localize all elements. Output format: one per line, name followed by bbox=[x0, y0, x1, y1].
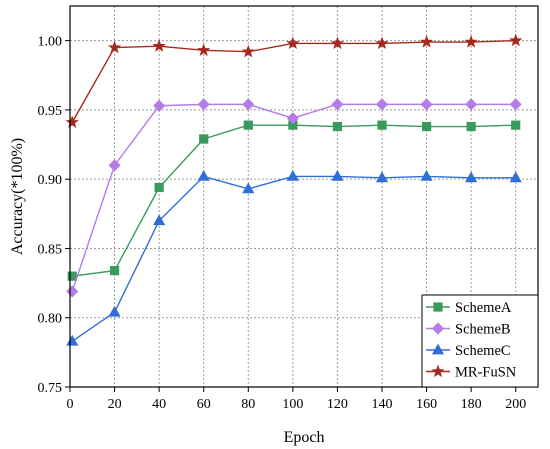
x-tick-label: 180 bbox=[461, 397, 482, 412]
x-tick-label: 120 bbox=[327, 397, 348, 412]
x-tick-label: 200 bbox=[505, 397, 526, 412]
y-tick-label: 0.85 bbox=[38, 242, 63, 257]
data-point bbox=[420, 169, 433, 181]
legend-label: MR-FuSN bbox=[455, 365, 517, 381]
series-layer bbox=[65, 33, 523, 346]
y-tick-label: 0.90 bbox=[38, 173, 63, 188]
axes: 0 20 40 60 80 100 120 140 160 180 200 0.75 0.80 0.85 0… bbox=[38, 35, 527, 412]
data-point bbox=[509, 98, 522, 111]
data-point bbox=[154, 182, 164, 193]
data-point bbox=[330, 36, 345, 50]
data-point bbox=[332, 121, 343, 132]
data-point bbox=[420, 98, 433, 111]
plot-frame bbox=[69, 5, 539, 388]
data-point bbox=[465, 171, 478, 183]
data-point bbox=[377, 120, 387, 130]
y-tick-label: 1.00 bbox=[38, 35, 63, 50]
data-point bbox=[152, 39, 166, 52]
data-point bbox=[331, 169, 344, 181]
data-point bbox=[242, 182, 255, 194]
legend-marker bbox=[431, 364, 445, 378]
data-point bbox=[375, 98, 389, 111]
legend-label: SchemeC bbox=[455, 343, 511, 359]
data-point bbox=[67, 271, 77, 281]
series-mr-fusn bbox=[65, 33, 523, 129]
data-point bbox=[65, 115, 79, 129]
series-schemeb bbox=[66, 98, 522, 298]
data-point bbox=[197, 43, 211, 56]
legend-item-schemeb: SchemeB bbox=[426, 322, 511, 338]
series-schemec bbox=[66, 169, 522, 346]
data-point bbox=[375, 171, 389, 183]
x-tick-label: 40 bbox=[152, 397, 166, 412]
data-point bbox=[286, 36, 300, 50]
x-tick-label: 80 bbox=[241, 397, 255, 412]
legend-marker bbox=[433, 302, 443, 312]
data-point bbox=[375, 36, 389, 50]
data-point bbox=[286, 112, 299, 125]
data-point bbox=[509, 33, 523, 47]
legend-item-schemec: SchemeC bbox=[426, 343, 511, 359]
legend-label: SchemeB bbox=[455, 322, 511, 338]
data-point bbox=[107, 40, 122, 54]
x-tick-label: 160 bbox=[416, 397, 437, 412]
data-point bbox=[153, 99, 166, 112]
data-point bbox=[421, 121, 432, 132]
series-schemea bbox=[67, 120, 521, 281]
y-tick-label: 0.80 bbox=[38, 312, 63, 327]
data-point bbox=[241, 44, 255, 58]
legend-label: SchemeA bbox=[455, 300, 512, 316]
data-point bbox=[243, 120, 253, 130]
y-tick-label: 0.75 bbox=[38, 381, 63, 396]
data-point bbox=[108, 305, 121, 317]
x-tick-label: 20 bbox=[108, 397, 122, 412]
y-axis-title: Accuracy(*100%) bbox=[9, 138, 26, 255]
x-axis-title: Epoch bbox=[284, 429, 325, 446]
x-tick-label: 0 bbox=[67, 397, 74, 412]
y-tick-label: 0.95 bbox=[38, 104, 63, 119]
legend-marker bbox=[431, 343, 445, 355]
data-point bbox=[465, 98, 478, 111]
data-point bbox=[199, 134, 209, 144]
x-tick-label: 140 bbox=[372, 397, 393, 412]
data-point bbox=[108, 159, 121, 172]
data-point bbox=[197, 98, 210, 111]
data-point bbox=[419, 35, 434, 48]
data-point bbox=[286, 169, 299, 181]
data-point bbox=[331, 98, 344, 111]
data-point bbox=[509, 171, 522, 183]
data-point bbox=[242, 98, 255, 111]
legend-item-schemea: SchemeA bbox=[426, 300, 512, 316]
data-point bbox=[464, 35, 478, 48]
legend-item-mr-fusn: MR-FuSN bbox=[426, 365, 517, 381]
x-tick-label: 100 bbox=[282, 397, 303, 412]
legend: SchemeA SchemeB SchemeC MR-FuSN bbox=[421, 294, 539, 388]
data-point bbox=[511, 120, 521, 130]
legend-marker bbox=[431, 322, 445, 335]
data-point bbox=[466, 121, 476, 132]
data-point bbox=[109, 266, 120, 276]
data-point bbox=[153, 214, 166, 226]
data-point bbox=[197, 169, 210, 181]
x-tick-label: 60 bbox=[197, 397, 211, 412]
